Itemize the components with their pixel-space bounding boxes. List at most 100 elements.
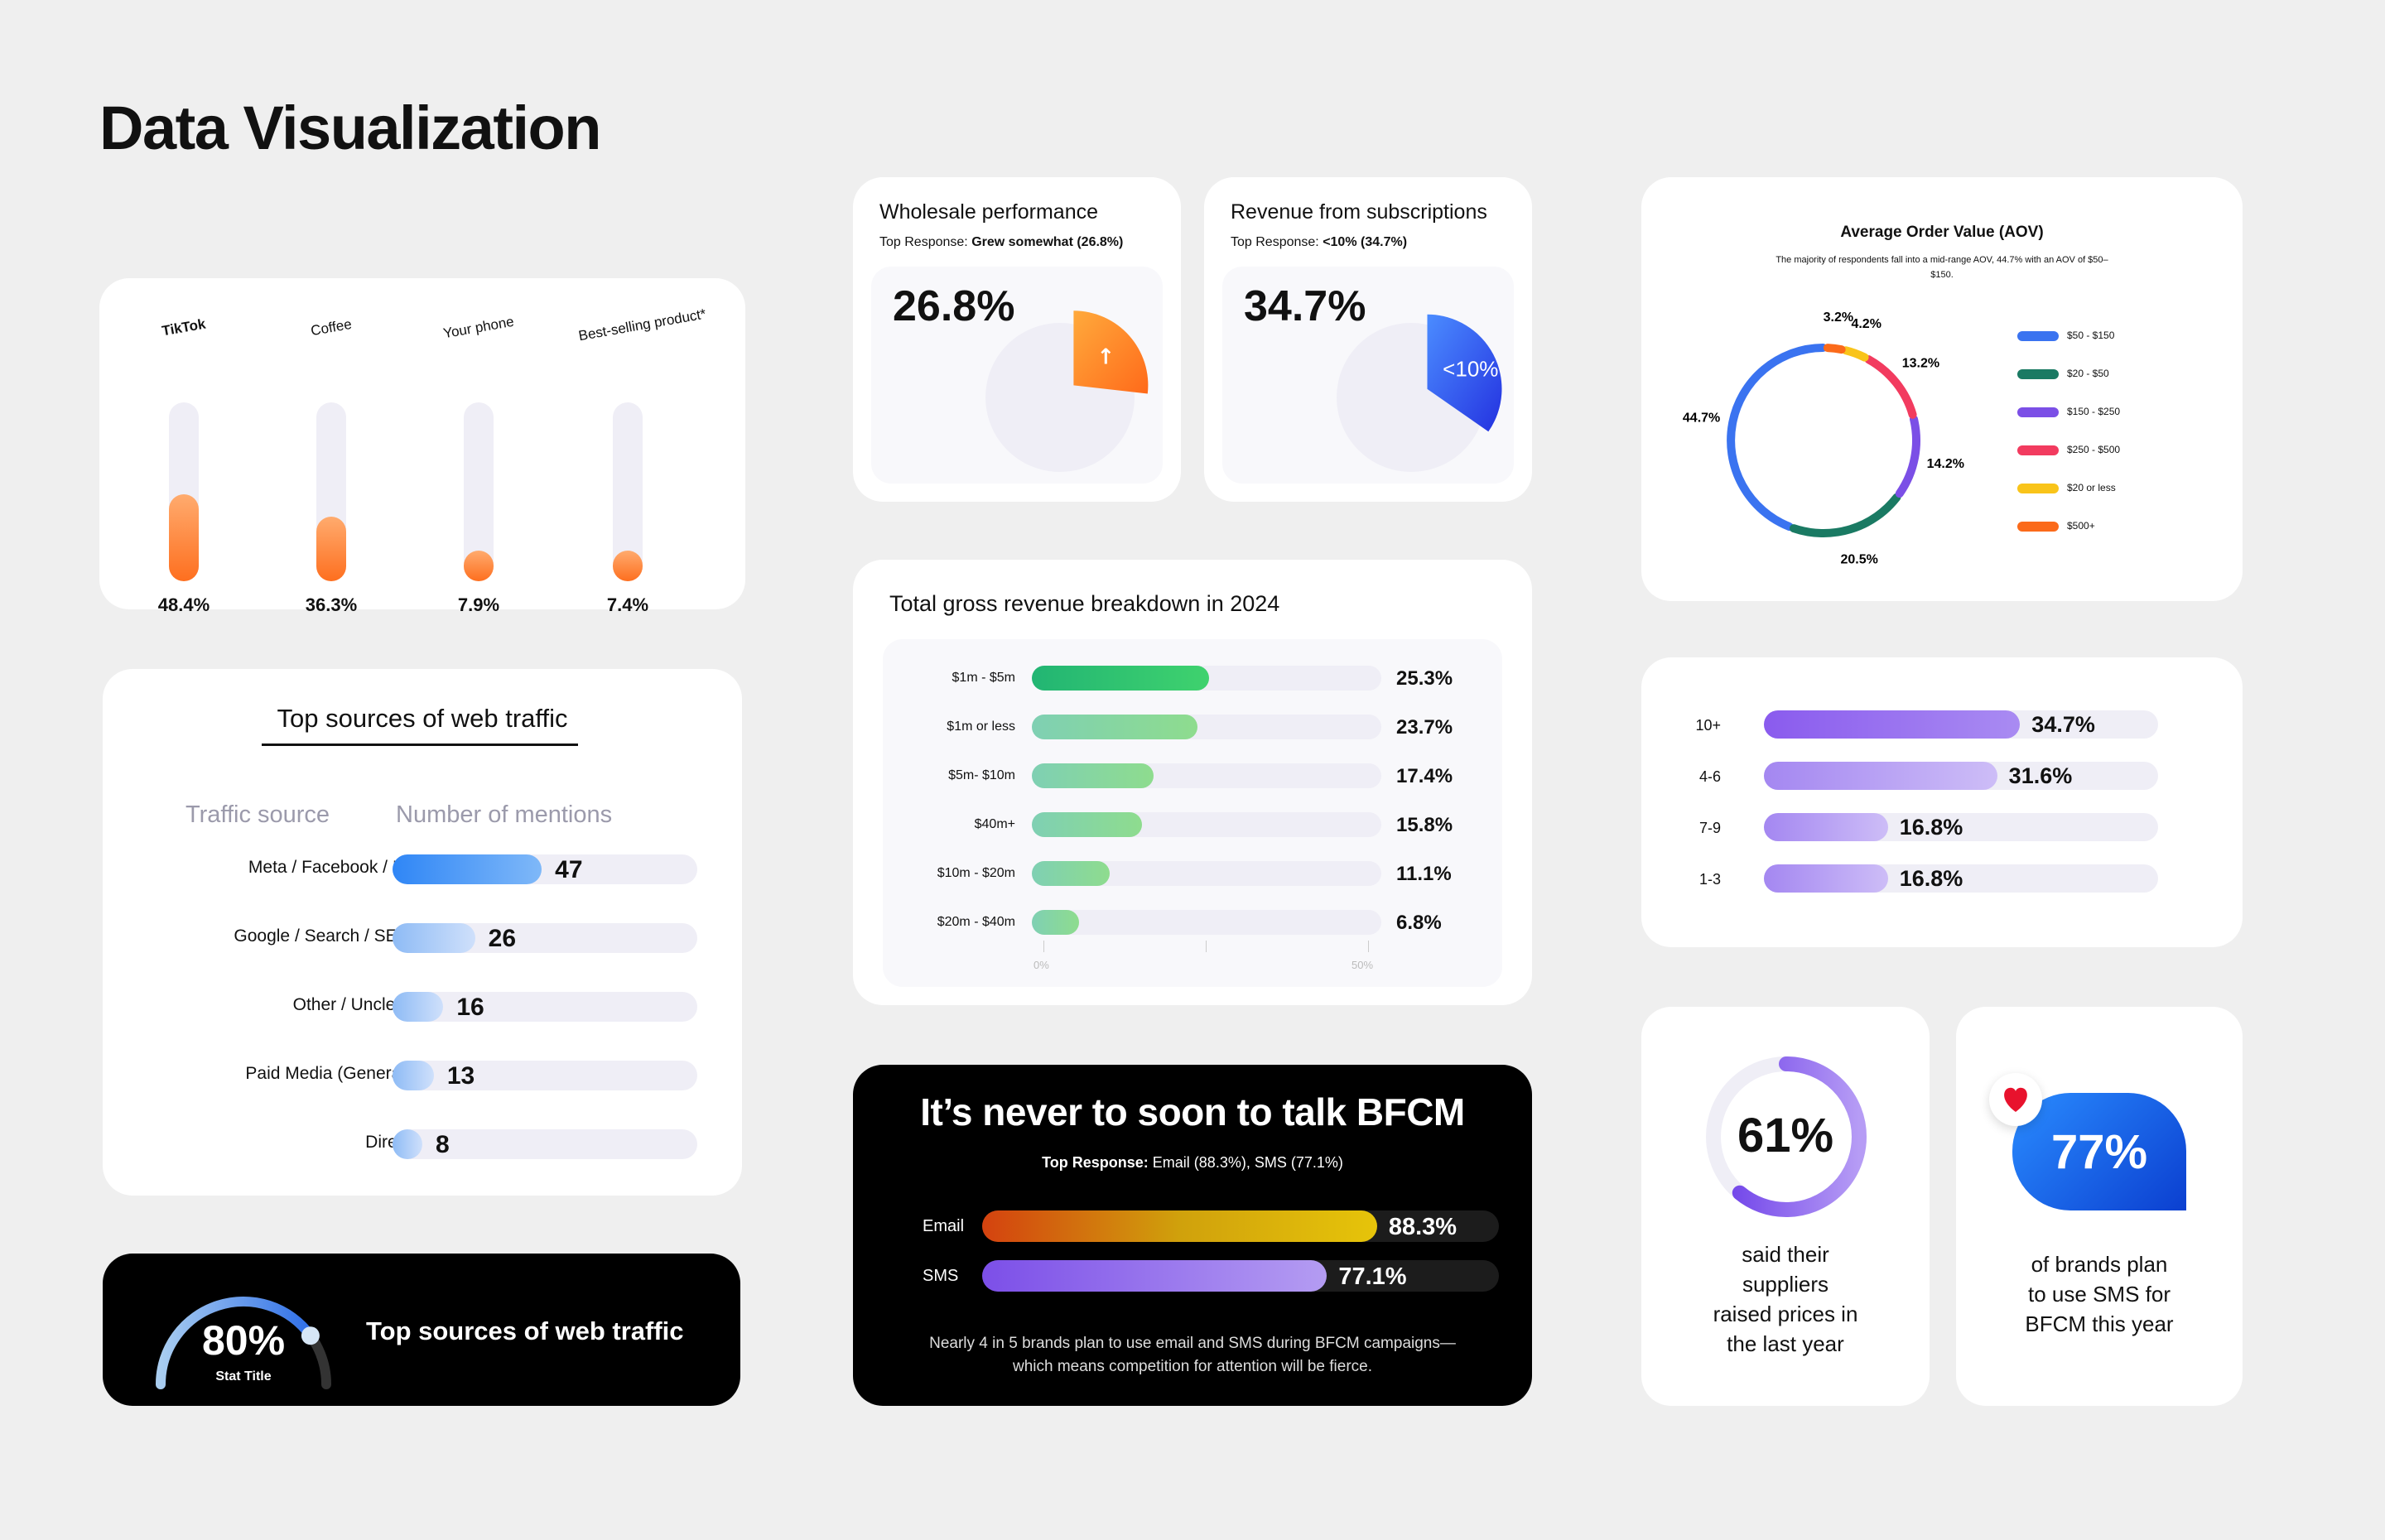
product-bar xyxy=(464,551,494,581)
gauge-knob xyxy=(301,1326,320,1345)
traffic-row: Other / Unclear 16 xyxy=(103,989,798,1022)
stores-label: 10+ xyxy=(1695,717,1721,734)
product-column: TikTok 48.4% xyxy=(134,311,234,615)
traffic-bar xyxy=(393,923,475,953)
traffic-col-source: Traffic source xyxy=(186,801,330,828)
traffic-card: Top sources of web traffic Traffic sourc… xyxy=(103,669,742,1196)
wholesale-response: Top Response: Grew somewhat (26.8%) xyxy=(879,235,1123,250)
traffic-bar-track xyxy=(393,923,697,953)
traffic-source-label: Meta / Facebook / IG xyxy=(248,858,411,877)
aov-legend-label: $150 - $250 xyxy=(2067,406,2121,417)
sms-text-1: of brands plan xyxy=(2031,1252,2168,1277)
aov-slice-label: 14.2% xyxy=(1927,457,1964,471)
stores-value: 34.7% xyxy=(2031,712,2095,737)
traffic-col-mentions: Number of mentions xyxy=(396,801,613,828)
revenue-axis-start: 0% xyxy=(1034,959,1049,971)
bfcm-card: It’s never to soon to talk BFCM Top Resp… xyxy=(853,1065,1532,1406)
gauge-card: 80% Stat Title Top sources of web traffi… xyxy=(103,1254,740,1406)
products-card: TikTok 48.4% Coffee 36.3% Your phone 7.9% Best… xyxy=(99,278,745,615)
traffic-value: 26 xyxy=(488,925,517,952)
wholesale-card: Wholesale performance Top Response: Grew… xyxy=(853,177,1181,502)
bfcm-title: It’s never to soon to talk BFCM xyxy=(920,1090,1465,1133)
subs-slice-label: <10% xyxy=(1443,357,1498,382)
bfcm-response-label: Top Response: xyxy=(1042,1154,1149,1171)
aov-legend: $50 - $150 $20 - $50 $150 - $250 $250 - $50… xyxy=(2017,328,2216,560)
sms-text-3: BFCM this year xyxy=(2025,1311,2174,1336)
product-label: Best-selling product* xyxy=(577,306,708,344)
revenue-label: $5m- $10m xyxy=(948,768,1015,782)
aov-subtitle-2: $150. xyxy=(1930,270,1954,280)
stores-row: 1-3 16.8% xyxy=(1641,864,2304,894)
revenue-value: 25.3% xyxy=(1396,667,1453,690)
wholesale-response-label: Top Response: xyxy=(879,235,968,249)
aov-title: Average Order Value (AOV) xyxy=(1840,224,2044,241)
aov-slice xyxy=(1823,344,1846,354)
suppliers-ring xyxy=(1706,1056,1867,1217)
product-bar xyxy=(316,516,346,581)
gauge-value: 80% xyxy=(202,1317,286,1364)
revenue-row: $1m - $5m 25.3% xyxy=(883,666,1529,692)
subs-pie: <10% xyxy=(1337,314,1502,472)
revenue-axis-tick-50 xyxy=(1368,941,1369,952)
aov-legend-item: $20 or less xyxy=(2017,480,2183,497)
aov-legend-item: $500+ xyxy=(2017,518,2183,535)
revenue-row: $20m - $40m 6.8% xyxy=(883,910,1529,936)
revenue-card: Total gross revenue breakdown in 2024 $1… xyxy=(853,560,1532,1005)
revenue-value: 17.4% xyxy=(1396,765,1453,787)
aov-slice xyxy=(1895,415,1920,498)
revenue-row: $40m+ 15.8% xyxy=(883,812,1529,839)
wholesale-pie: ↑ xyxy=(985,310,1149,472)
bfcm-value: 88.3% xyxy=(1388,1214,1458,1240)
revenue-bar xyxy=(1032,666,1209,691)
aov-legend-item: $50 - $150 xyxy=(2017,328,2183,344)
stores-bar-track xyxy=(1764,864,2158,893)
revenue-bar xyxy=(1032,812,1143,837)
traffic-row: Google / Search / SEO 26 xyxy=(103,920,798,953)
product-label: TikTok xyxy=(161,315,207,339)
aov-slice-label: 13.2% xyxy=(1902,357,1939,371)
traffic-source-label: Paid Media (General) xyxy=(245,1064,411,1083)
revenue-label: $1m or less xyxy=(947,719,1015,734)
stores-bar-track xyxy=(1764,813,2158,841)
product-bar-track xyxy=(169,402,199,581)
stores-value: 16.8% xyxy=(1899,866,1963,891)
bfcm-label: SMS xyxy=(923,1267,959,1285)
wholesale-pie-slice xyxy=(1073,310,1149,394)
stores-row: 10+ 34.7% xyxy=(1641,710,2304,740)
bfcm-value: 77.1% xyxy=(1338,1263,1407,1290)
bfcm-response: Top Response: Email (88.3%), SMS (77.1%) xyxy=(853,1154,1532,1172)
bfcm-response-value: Email (88.3%), SMS (77.1%) xyxy=(1152,1154,1343,1171)
revenue-label: $10m - $20m xyxy=(937,866,1015,880)
subs-response-label: Top Response: xyxy=(1231,235,1319,249)
wholesale-response-value: Grew somewhat (26.8%) xyxy=(971,235,1124,249)
revenue-axis-tick-25 xyxy=(1206,941,1207,952)
subs-big-value: 34.7% xyxy=(1244,282,1366,330)
bfcm-bar xyxy=(982,1210,1377,1242)
product-column: Coffee 36.3% xyxy=(282,311,381,615)
bfcm-label: Email xyxy=(923,1217,965,1235)
traffic-bar-track xyxy=(393,854,697,884)
sms-card: 77% of brands plan to use SMS for BFCM t… xyxy=(1956,1007,2243,1406)
aov-card: Average Order Value (AOV) The majority o… xyxy=(1641,177,2243,601)
traffic-bar-track xyxy=(393,992,697,1022)
bfcm-row: Email 88.3% xyxy=(853,1210,1565,1244)
aov-legend-label: $20 or less xyxy=(2067,482,2116,493)
product-bar-track xyxy=(613,402,643,581)
product-bar xyxy=(169,494,199,581)
revenue-bar xyxy=(1032,910,1080,935)
stores-value: 31.6% xyxy=(2008,763,2073,788)
stores-label: 1-3 xyxy=(1698,871,1721,888)
bfcm-row: SMS 77.1% xyxy=(853,1260,1565,1293)
bfcm-bar xyxy=(982,1260,1327,1292)
traffic-bar xyxy=(393,992,444,1022)
revenue-label: $20m - $40m xyxy=(937,915,1015,929)
subs-pie-slice xyxy=(1427,314,1502,432)
traffic-bar xyxy=(393,1061,434,1090)
traffic-value: 47 xyxy=(555,856,583,883)
revenue-label: $1m - $5m xyxy=(952,671,1015,685)
aov-slice-label: 44.7% xyxy=(1683,411,1720,425)
stores-bar xyxy=(1764,762,1997,790)
revenue-axis-end: 50% xyxy=(1352,959,1374,971)
aov-slice xyxy=(1864,355,1917,419)
subs-title: Revenue from subscriptions xyxy=(1231,200,1487,224)
